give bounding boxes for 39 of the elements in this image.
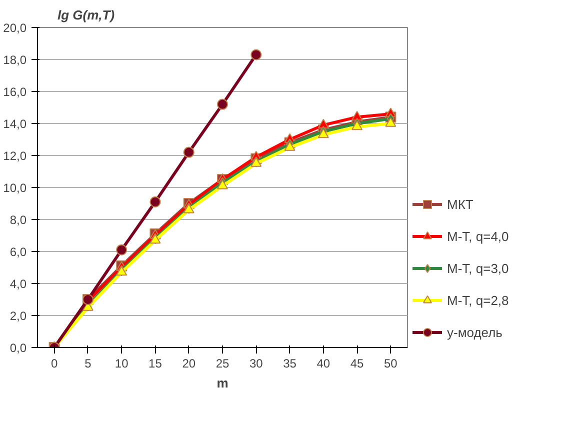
legend-label: М-Т, q=4,0 — [447, 228, 509, 244]
x-tick-label: 0 — [50, 356, 58, 370]
x-tick-label: 45 — [350, 356, 364, 370]
y-tick-label: 6,0 — [10, 245, 27, 259]
x-tick-label: 15 — [148, 356, 162, 370]
x-tick-label: 25 — [216, 356, 230, 370]
legend-label: y-модель — [447, 324, 502, 340]
y-tick-label: 12,0 — [3, 149, 27, 163]
point — [318, 118, 329, 128]
x-tick-label: 30 — [249, 356, 264, 370]
x-tick-label: 40 — [316, 356, 330, 370]
y-tick-label: 2,0 — [10, 309, 27, 323]
x-tick-label: 35 — [283, 356, 297, 370]
legend-label: М-Т, q=3,0 — [447, 260, 509, 276]
point — [116, 244, 128, 256]
point — [284, 141, 296, 151]
x-tick-label: 10 — [114, 356, 129, 370]
point — [183, 146, 194, 158]
y-tick-label: 16,0 — [3, 85, 27, 99]
y-tick-label: 18,0 — [3, 53, 27, 67]
x-tick-label: 20 — [182, 356, 196, 370]
point — [352, 110, 363, 120]
y-tick-label: 10,0 — [3, 181, 27, 195]
x-tick-label: 5 — [84, 356, 92, 370]
legend-label: М-Т, q=2,8 — [447, 292, 509, 308]
y-tick-label: 4,0 — [10, 277, 27, 291]
point — [385, 117, 396, 127]
chart-title: lg G(m,T) — [58, 8, 115, 22]
point — [217, 180, 228, 190]
x-tick-label: 50 — [384, 356, 398, 370]
y-tick-label: 0,0 — [10, 341, 27, 355]
y-tick-label: 8,0 — [10, 213, 27, 227]
y-tick-label: 20,0 — [3, 21, 27, 35]
point — [217, 98, 228, 110]
point — [250, 49, 262, 60]
point — [150, 196, 161, 208]
y-tick-label: 14,0 — [3, 117, 27, 131]
x-axis-title: m — [216, 376, 228, 390]
legend-label: МКТ — [447, 196, 474, 212]
